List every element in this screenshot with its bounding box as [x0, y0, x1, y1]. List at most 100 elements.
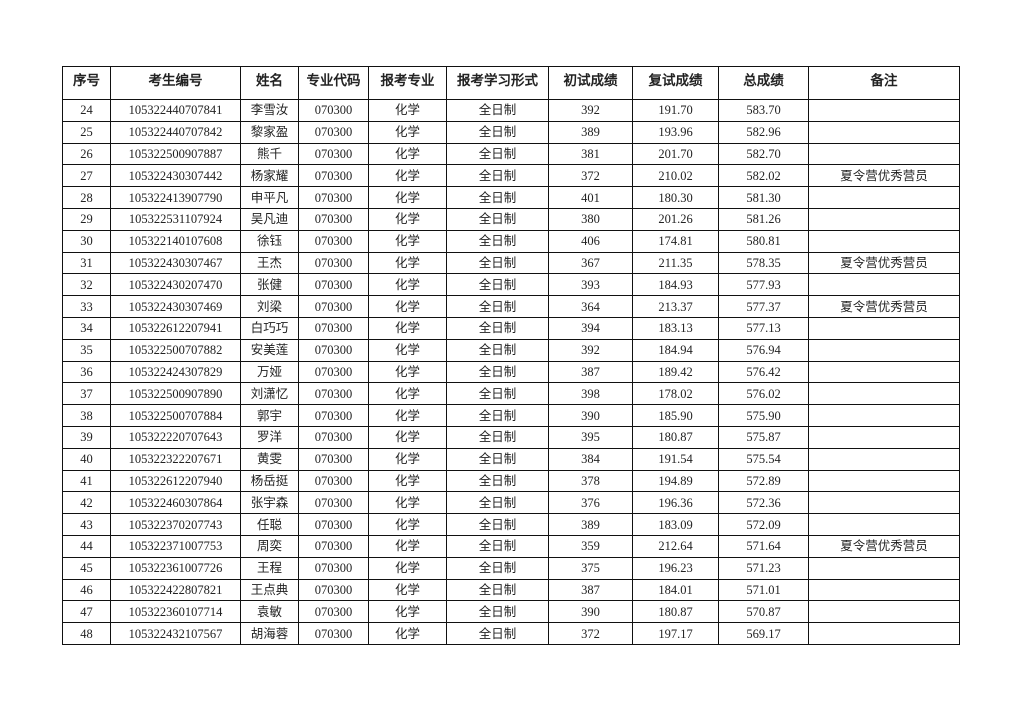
cell-prelim-score: 378	[548, 469, 633, 493]
cell-major: 化学	[368, 382, 447, 406]
cell-total-score: 576.94	[718, 338, 809, 362]
cell-study-mode: 全日制	[446, 578, 549, 602]
cell-major: 化学	[368, 491, 447, 515]
table-row: 35 105322500707882 安美莲 070300 化学 全日制 392 184.94…	[62, 338, 960, 362]
cell-remark	[808, 578, 960, 602]
cell-prelim-score: 387	[548, 360, 633, 384]
cell-prelim-score: 390	[548, 404, 633, 427]
cell-major-code: 070300	[298, 382, 369, 406]
cell-seq: 43	[62, 513, 111, 536]
cell-remark	[808, 425, 960, 449]
cell-seq: 39	[62, 425, 111, 449]
cell-major: 化学	[368, 186, 447, 209]
cell-remark	[808, 186, 960, 209]
cell-major: 化学	[368, 600, 447, 624]
cell-major-code: 070300	[298, 491, 369, 515]
cell-study-mode: 全日制	[446, 273, 549, 297]
table-row: 39 105322220707643 罗洋 070300 化学 全日制 395 180.87 5…	[62, 425, 960, 449]
cell-total-score: 576.02	[718, 382, 809, 406]
cell-name: 刘梁	[240, 295, 299, 318]
cell-candidate-id: 105322413907790	[110, 186, 241, 209]
cell-major-code: 070300	[298, 534, 369, 558]
cell-total-score: 577.37	[718, 295, 809, 318]
cell-remark	[808, 447, 960, 471]
cell-major: 化学	[368, 469, 447, 493]
cell-major: 化学	[368, 556, 447, 580]
cell-major-code: 070300	[298, 404, 369, 427]
cell-seq: 32	[62, 273, 111, 297]
cell-major: 化学	[368, 273, 447, 297]
cell-name: 李雪汝	[240, 99, 299, 122]
cell-total-score: 582.70	[718, 142, 809, 166]
cell-name: 杨家耀	[240, 164, 299, 188]
cell-seq: 41	[62, 469, 111, 493]
cell-name: 吴凡迪	[240, 207, 299, 231]
cell-name: 王程	[240, 556, 299, 580]
cell-major-code: 070300	[298, 622, 369, 645]
cell-seq: 30	[62, 229, 111, 253]
cell-candidate-id: 105322500707882	[110, 338, 241, 362]
cell-prelim-score: 406	[548, 229, 633, 253]
cell-major: 化学	[368, 120, 447, 144]
table-row: 44 105322371007753 周奕 070300 化学 全日制 359 212.64 5…	[62, 534, 960, 558]
cell-candidate-id: 105322361007726	[110, 556, 241, 580]
cell-total-score: 571.23	[718, 556, 809, 580]
cell-retest-score: 191.54	[632, 447, 719, 471]
cell-seq: 46	[62, 578, 111, 602]
cell-total-score: 572.36	[718, 491, 809, 515]
table-row: 25 105322440707842 黎家盈 070300 化学 全日制 389 193.96…	[62, 120, 960, 144]
cell-seq: 35	[62, 338, 111, 362]
cell-remark	[808, 207, 960, 231]
cell-study-mode: 全日制	[446, 447, 549, 471]
cell-remark	[808, 360, 960, 384]
header-candidate-id: 考生编号	[110, 66, 241, 100]
cell-name: 安美莲	[240, 338, 299, 362]
cell-name: 罗洋	[240, 425, 299, 449]
cell-retest-score: 193.96	[632, 120, 719, 144]
header-retest-score: 复试成绩	[632, 66, 719, 100]
cell-name: 胡海蓉	[240, 622, 299, 645]
table-header-row: 序号 考生编号 姓名 专业代码 报考专业 报考学习形式 初试成绩 复试成绩 总成绩 备注	[62, 66, 960, 100]
cell-candidate-id: 105322500907890	[110, 382, 241, 406]
cell-major: 化学	[368, 207, 447, 231]
cell-major: 化学	[368, 164, 447, 188]
cell-study-mode: 全日制	[446, 622, 549, 645]
table-row: 42 105322460307864 张宇森 070300 化学 全日制 376 196.36…	[62, 491, 960, 515]
cell-major-code: 070300	[298, 295, 369, 318]
header-major-code: 专业代码	[298, 66, 369, 100]
cell-candidate-id: 105322432107567	[110, 622, 241, 645]
cell-candidate-id: 105322430307442	[110, 164, 241, 188]
cell-prelim-score: 401	[548, 186, 633, 209]
cell-prelim-score: 387	[548, 578, 633, 602]
cell-major: 化学	[368, 425, 447, 449]
cell-prelim-score: 398	[548, 382, 633, 406]
cell-prelim-score: 372	[548, 622, 633, 645]
cell-major: 化学	[368, 578, 447, 602]
cell-study-mode: 全日制	[446, 513, 549, 536]
cell-major: 化学	[368, 404, 447, 427]
cell-name: 刘潇忆	[240, 382, 299, 406]
cell-remark: 夏令营优秀营员	[808, 164, 960, 188]
cell-name: 黄雯	[240, 447, 299, 471]
cell-remark	[808, 273, 960, 297]
cell-total-score: 583.70	[718, 99, 809, 122]
cell-remark	[808, 556, 960, 580]
cell-retest-score: 196.36	[632, 491, 719, 515]
cell-major-code: 070300	[298, 447, 369, 471]
cell-major-code: 070300	[298, 425, 369, 449]
cell-remark	[808, 229, 960, 253]
cell-study-mode: 全日制	[446, 207, 549, 231]
cell-prelim-score: 393	[548, 273, 633, 297]
cell-prelim-score: 390	[548, 600, 633, 624]
cell-total-score: 575.54	[718, 447, 809, 471]
cell-retest-score: 180.87	[632, 600, 719, 624]
cell-prelim-score: 395	[548, 425, 633, 449]
cell-study-mode: 全日制	[446, 186, 549, 209]
cell-remark	[808, 316, 960, 340]
cell-seq: 34	[62, 316, 111, 340]
table-row: 30 105322140107608 徐钰 070300 化学 全日制 406 174.81 5…	[62, 229, 960, 253]
table-row: 29 105322531107924 吴凡迪 070300 化学 全日制 380 201.26…	[62, 207, 960, 231]
cell-remark	[808, 622, 960, 645]
cell-seq: 48	[62, 622, 111, 645]
cell-candidate-id: 105322220707643	[110, 425, 241, 449]
